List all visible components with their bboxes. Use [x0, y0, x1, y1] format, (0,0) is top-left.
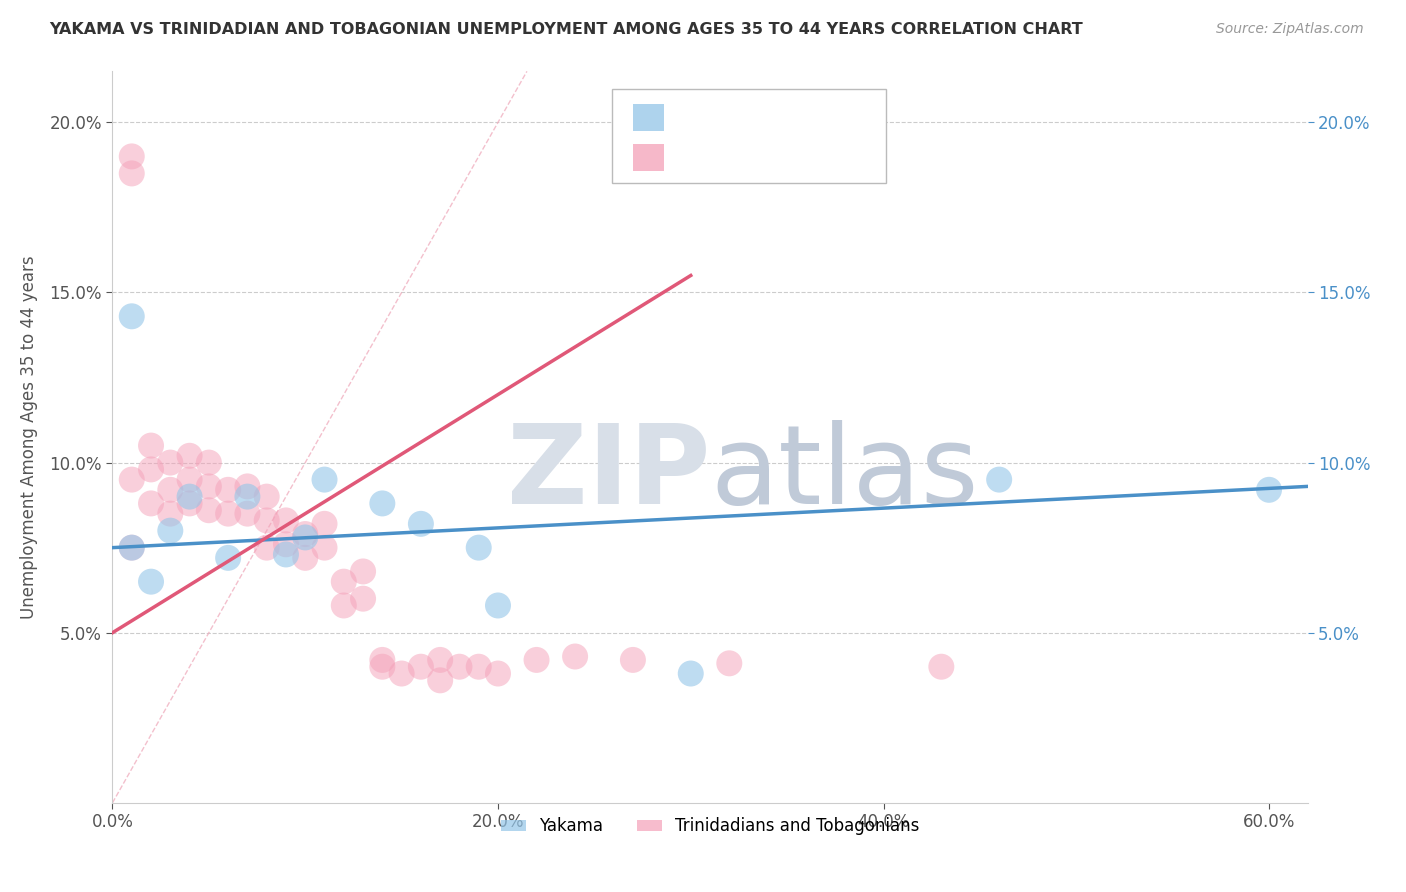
Point [236, 507, 259, 521]
Point [391, 666, 413, 681]
Point [988, 473, 1011, 487]
Point [236, 479, 259, 493]
Point [931, 659, 953, 673]
Legend: Yakama, Trinidadians and Tobagonians: Yakama, Trinidadians and Tobagonians [494, 811, 927, 842]
Point [314, 541, 336, 555]
Text: R =: R = [678, 110, 711, 125]
Text: N =: N = [765, 110, 808, 125]
Text: atlas: atlas [710, 420, 979, 527]
Point [429, 653, 451, 667]
Text: 17: 17 [814, 110, 835, 125]
Point [198, 479, 221, 493]
Text: 47: 47 [814, 150, 835, 165]
Point [294, 550, 316, 565]
Y-axis label: Unemployment Among Ages 35 to 44 years: Unemployment Among Ages 35 to 44 years [21, 255, 38, 619]
Point [121, 166, 143, 180]
Point [256, 513, 278, 527]
Point [429, 673, 451, 688]
Point [274, 537, 297, 551]
Point [217, 550, 239, 565]
Point [333, 574, 356, 589]
Point [159, 456, 181, 470]
Point [159, 524, 181, 538]
Point [371, 496, 394, 510]
Point [486, 599, 509, 613]
Point [333, 599, 356, 613]
Point [217, 507, 239, 521]
Point [217, 483, 239, 497]
Point [121, 473, 143, 487]
Point [352, 565, 374, 579]
Point [198, 456, 221, 470]
Point [198, 503, 221, 517]
Point [371, 659, 394, 673]
Point [314, 473, 336, 487]
Point [679, 666, 702, 681]
Point [718, 657, 741, 671]
Text: 0.168: 0.168 [720, 110, 768, 125]
Point [236, 490, 259, 504]
Point [139, 439, 162, 453]
Point [274, 548, 297, 562]
Text: YAKAMA VS TRINIDADIAN AND TOBAGONIAN UNEMPLOYMENT AMONG AGES 35 TO 44 YEARS CORR: YAKAMA VS TRINIDADIAN AND TOBAGONIAN UNE… [49, 22, 1083, 37]
Text: 0.248: 0.248 [720, 150, 768, 165]
Point [121, 541, 143, 555]
Point [121, 310, 143, 324]
Point [139, 574, 162, 589]
Point [294, 527, 316, 541]
Point [179, 496, 201, 510]
Point [256, 490, 278, 504]
Point [121, 149, 143, 163]
Point [179, 473, 201, 487]
Point [409, 516, 432, 531]
Point [179, 490, 201, 504]
Point [159, 483, 181, 497]
Point [409, 659, 432, 673]
Point [294, 531, 316, 545]
Point [526, 653, 548, 667]
Point [256, 541, 278, 555]
Point [159, 507, 181, 521]
Point [139, 496, 162, 510]
Point [371, 653, 394, 667]
Point [467, 659, 489, 673]
Point [352, 591, 374, 606]
Text: Source: ZipAtlas.com: Source: ZipAtlas.com [1216, 22, 1364, 37]
Point [179, 449, 201, 463]
Text: ZIP: ZIP [506, 420, 710, 527]
Point [1258, 483, 1281, 497]
Point [486, 666, 509, 681]
Text: R =: R = [678, 150, 711, 165]
Point [121, 541, 143, 555]
Point [139, 462, 162, 476]
Point [621, 653, 644, 667]
Point [314, 516, 336, 531]
Point [274, 513, 297, 527]
Point [467, 541, 489, 555]
Point [449, 659, 471, 673]
Point [564, 649, 586, 664]
Text: N =: N = [765, 150, 808, 165]
